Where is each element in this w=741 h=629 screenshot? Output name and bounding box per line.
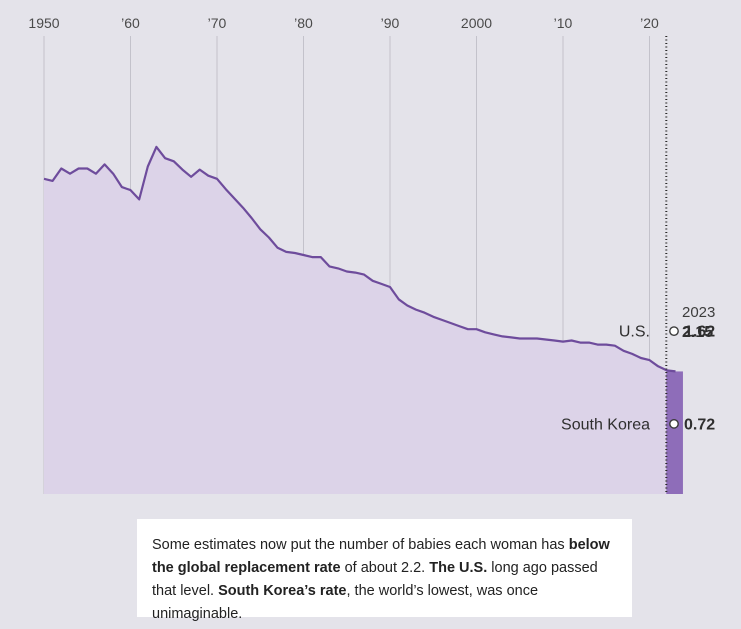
- country-label: U.S.: [619, 324, 650, 341]
- country-label: South Korea: [561, 416, 650, 433]
- caption-text: of about 2.2.: [340, 560, 430, 576]
- fertility-area: [44, 146, 676, 494]
- marker-dot: [669, 326, 679, 337]
- country-value-label: 1.62: [684, 324, 715, 341]
- x-tick-label: 2000: [461, 15, 492, 31]
- caption-emphasis: The U.S.: [429, 560, 488, 576]
- country-value-label: 0.72: [684, 416, 715, 433]
- caption-emphasis: below the global replacement rate: [152, 537, 610, 576]
- x-axis-ticks: 1950 ’60 ’70 ’80 ’90 2000 ’10 ’20: [28, 15, 659, 31]
- fertility-line: [43, 145, 676, 373]
- caption-text: long ago passed that level.: [152, 560, 598, 599]
- caption-box: Some estimates now put the number of bab…: [137, 519, 632, 622]
- end-year-label: 2023: [682, 304, 715, 321]
- x-tick-label: ’90: [381, 15, 400, 31]
- marker-dot: [669, 418, 679, 429]
- x-tick-label: ’70: [208, 15, 227, 31]
- x-tick-label: ’10: [554, 15, 573, 31]
- highlight-bar-2023: [666, 371, 683, 494]
- country-markers: U.S. 1.62 South Korea 0.72: [561, 324, 715, 434]
- end-value-label: 2.15: [682, 324, 713, 341]
- caption-emphasis: South Korea’s rate: [218, 583, 347, 599]
- x-tick-label: ’80: [294, 15, 313, 31]
- x-tick-label: 1950: [28, 15, 59, 31]
- caption-text: , the world’s lowest, was once unimagina…: [152, 583, 539, 622]
- x-tick-label: ’60: [121, 15, 140, 31]
- x-tick-label: ’20: [640, 15, 659, 31]
- fertility-chart: 1950 ’60 ’70 ’80 ’90 2000 ’10 ’20 2023 2.15 U.S…: [28, 15, 715, 494]
- caption-text: Some estimates now put the number of bab…: [152, 537, 569, 553]
